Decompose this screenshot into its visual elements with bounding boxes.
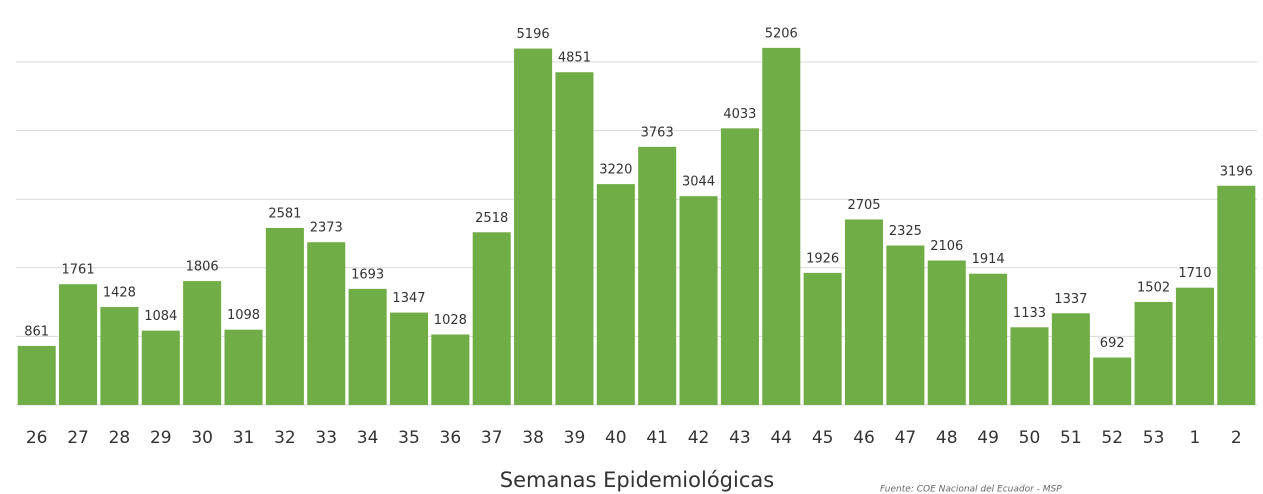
bar — [1093, 357, 1132, 405]
x-tick-label: 34 — [357, 428, 379, 448]
x-tick-label: 38 — [522, 428, 544, 448]
bar — [348, 288, 387, 405]
value-label: 2518 — [475, 211, 508, 226]
bar — [307, 242, 346, 405]
x-tick-label: 46 — [853, 428, 875, 448]
bar — [927, 260, 966, 405]
x-tick-label: 47 — [895, 428, 917, 448]
x-tick-label: 50 — [1019, 428, 1041, 448]
bar — [886, 245, 925, 405]
value-label: 2581 — [268, 206, 301, 221]
bar — [844, 219, 884, 405]
x-tick-label: 52 — [1101, 428, 1123, 448]
value-label: 2705 — [847, 198, 880, 213]
bar — [1217, 185, 1256, 405]
x-tick-label: 51 — [1060, 428, 1082, 448]
value-label: 1337 — [1054, 292, 1087, 307]
x-tick-label: 30 — [191, 428, 213, 448]
value-label: 1502 — [1137, 280, 1170, 295]
bar — [265, 227, 304, 405]
value-label: 1693 — [351, 267, 384, 282]
x-tick-label: 36 — [440, 428, 462, 448]
x-tick-label: 2 — [1231, 428, 1242, 448]
x-tick-label: 40 — [605, 428, 627, 448]
bar — [183, 281, 222, 405]
bar — [472, 232, 511, 405]
x-tick-label: 1 — [1190, 428, 1201, 448]
bar — [720, 128, 759, 406]
value-label: 2373 — [310, 221, 343, 236]
bar — [59, 284, 98, 405]
value-label: 4033 — [723, 107, 756, 122]
bar — [100, 307, 139, 405]
value-label: 1028 — [434, 313, 467, 328]
value-label: 1098 — [227, 308, 260, 323]
bar — [1175, 287, 1214, 405]
source-note: Fuente: COE Nacional del Ecuador - MSP — [880, 485, 1062, 494]
bar — [1010, 327, 1049, 405]
bar — [431, 334, 470, 405]
bar — [224, 329, 263, 405]
value-label: 3196 — [1220, 164, 1253, 179]
x-tick-label: 35 — [398, 428, 420, 448]
value-label: 5206 — [765, 26, 798, 41]
value-label: 5196 — [517, 27, 550, 42]
value-label: 3044 — [682, 175, 715, 190]
x-tick-label: 53 — [1143, 428, 1165, 448]
x-tick-label: 48 — [936, 428, 958, 448]
bar — [638, 146, 677, 405]
x-tick-label: 32 — [274, 428, 296, 448]
value-label: 1347 — [392, 291, 425, 306]
value-label: 1806 — [186, 260, 219, 275]
value-label: 861 — [24, 324, 49, 339]
value-label: 4851 — [558, 51, 591, 66]
bar — [596, 184, 635, 405]
bar — [514, 48, 553, 405]
bar — [141, 330, 180, 405]
bar — [17, 345, 56, 405]
x-tick-label: 45 — [812, 428, 834, 448]
x-tick-label: 44 — [770, 428, 792, 448]
bar — [803, 272, 842, 405]
value-label: 1761 — [62, 263, 95, 278]
value-label: 2325 — [889, 224, 922, 239]
bar — [555, 72, 594, 405]
value-label: 3220 — [599, 163, 632, 178]
bar — [679, 196, 718, 405]
value-label: 3763 — [641, 125, 674, 140]
x-tick-label: 29 — [150, 428, 172, 448]
x-tick-label: 27 — [67, 428, 89, 448]
x-tick-label: 26 — [26, 428, 48, 448]
value-label: 1926 — [806, 251, 839, 266]
value-label: 2106 — [930, 239, 963, 254]
x-tick-label: 42 — [688, 428, 710, 448]
value-label: 692 — [1100, 336, 1125, 351]
bar — [389, 312, 429, 405]
x-tick-label: 33 — [315, 428, 337, 448]
x-tick-label: 28 — [109, 428, 131, 448]
x-tick-label: 41 — [646, 428, 668, 448]
value-label: 1914 — [972, 252, 1005, 267]
value-label: 1710 — [1178, 266, 1211, 281]
value-label: 1133 — [1013, 306, 1046, 321]
bar — [969, 273, 1008, 405]
value-label: 1084 — [144, 309, 177, 324]
value-label: 1428 — [103, 286, 136, 301]
x-axis-title: Semanas Epidemiológicas — [500, 468, 774, 492]
bar — [762, 47, 801, 405]
x-tick-label: 31 — [233, 428, 255, 448]
bar — [1051, 313, 1090, 405]
x-tick-label: 49 — [977, 428, 999, 448]
x-tick-label: 39 — [564, 428, 586, 448]
x-tick-label: 43 — [729, 428, 751, 448]
x-tick-label: 37 — [481, 428, 503, 448]
bar — [1134, 301, 1173, 405]
